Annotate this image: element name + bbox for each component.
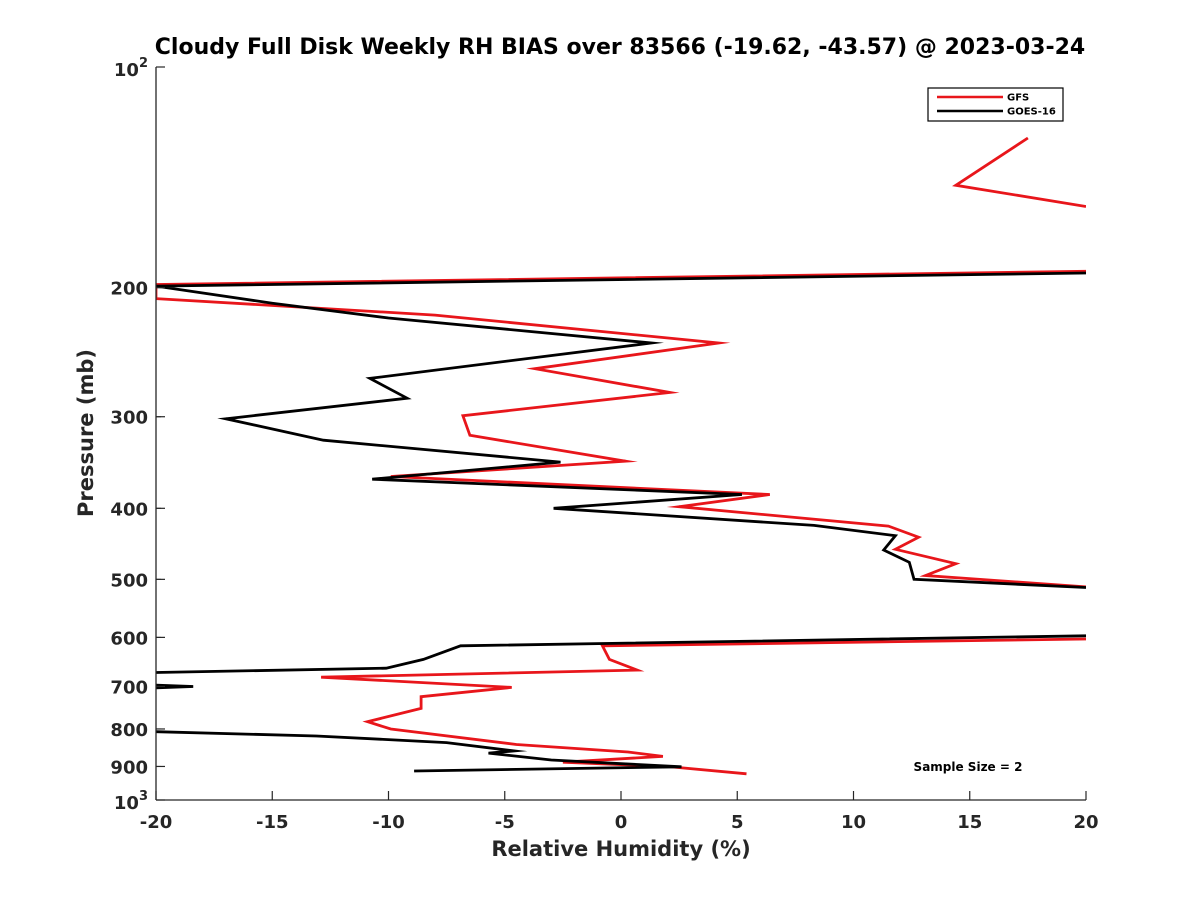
sample-size-annotation: Sample Size = 2: [914, 760, 1023, 774]
chart-title: Cloudy Full Disk Weekly RH BIAS over 835…: [155, 35, 1085, 60]
y-tick-label: 800: [110, 720, 148, 741]
x-tick-label: -5: [495, 812, 515, 833]
x-tick-label: 5: [731, 812, 744, 833]
y-tick-label: 700: [110, 677, 148, 698]
x-tick-label: 0: [615, 812, 628, 833]
x-tick-label: -20: [140, 812, 173, 833]
series-line-gfs-2: [321, 637, 1086, 776]
y-tick-label: 900: [110, 757, 148, 778]
series-layer: [156, 136, 1086, 776]
series-line-gfs-0: [952, 136, 1086, 208]
y-tick-label: 200: [110, 279, 148, 300]
legend: GFS GOES-16: [927, 87, 1064, 122]
legend-label-gfs: GFS: [1007, 93, 1029, 104]
series-line-goes16-1: [156, 634, 1086, 674]
x-tick-label: -15: [256, 812, 289, 833]
series-line-gfs-1: [156, 269, 1086, 589]
y-tick-label: 500: [110, 570, 148, 591]
y-tick-label: 600: [110, 628, 148, 649]
series-line-goes16-3: [156, 730, 682, 773]
axes-layer: -20 -15 -10 -5 0 5 10 15 20 102 200 300 400 500 600 700…: [110, 56, 1098, 833]
x-tick-label: 20: [1073, 812, 1098, 833]
series-gfs: [156, 136, 1086, 776]
legend-label-goes16: GOES-16: [1007, 107, 1056, 118]
y-tick-label: 103: [114, 789, 148, 814]
x-tick-label: 15: [957, 812, 982, 833]
series-line-goes16-2: [156, 683, 194, 690]
x-tick-label: -10: [372, 812, 405, 833]
x-tick-label: 10: [841, 812, 866, 833]
y-axis-label: Pressure (mb): [74, 349, 98, 517]
legend-box: [927, 87, 1064, 122]
series-line-goes16-0: [156, 271, 1086, 589]
y-tick-label: 102: [114, 56, 148, 81]
y-tick-label: 300: [110, 408, 148, 429]
y-tick-label: 400: [110, 499, 148, 520]
x-axis-label: Relative Humidity (%): [491, 837, 750, 861]
series-goes16: [156, 271, 1086, 773]
